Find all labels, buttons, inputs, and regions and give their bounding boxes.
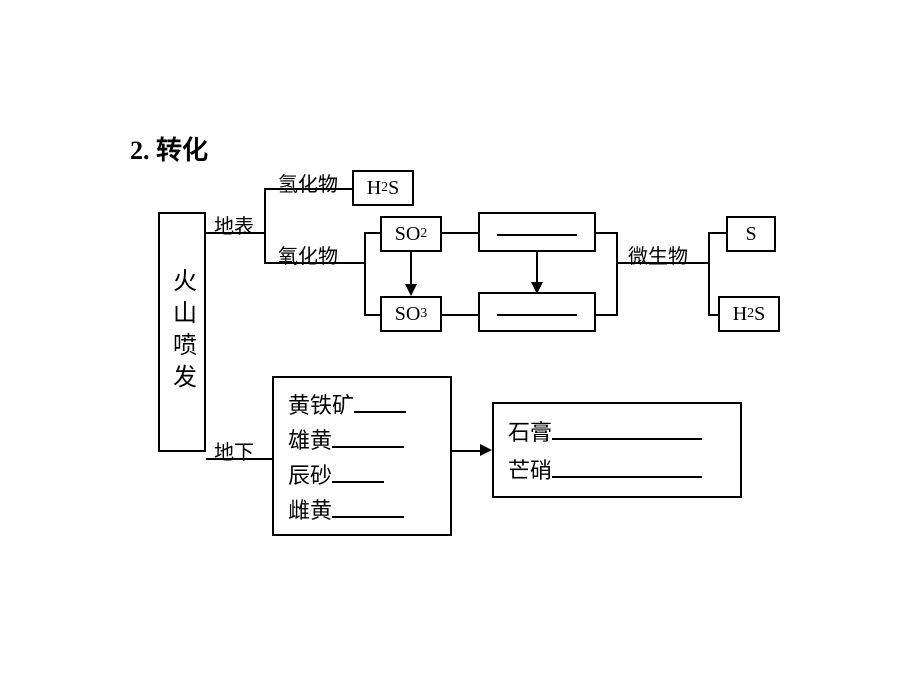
line <box>596 232 616 234</box>
branch-label-underground: 地下 <box>214 436 254 465</box>
arrow-right-icon <box>480 444 492 456</box>
line <box>206 458 272 460</box>
product-row: 芒硝 <box>508 453 726 485</box>
line <box>442 232 478 234</box>
line <box>708 232 726 234</box>
blank-line <box>497 314 577 316</box>
node-h2s-right: H2S <box>718 296 780 332</box>
branch-label-surface: 地表 <box>214 210 254 239</box>
node-h2s: H2S <box>352 170 414 206</box>
line <box>364 314 380 316</box>
line <box>264 188 352 190</box>
product-row: 石膏 <box>508 415 726 447</box>
mineral-row: 雄黄 <box>288 423 436 455</box>
line <box>264 188 266 264</box>
branch-label-microorganism: 微生物 <box>628 240 688 269</box>
mineral-row: 黄铁矿 <box>288 388 436 420</box>
node-blank-bottom <box>478 292 596 332</box>
node-s: S <box>726 216 776 252</box>
products-box: 石膏芒硝 <box>492 402 742 498</box>
minerals-box: 黄铁矿雄黄辰砂雌黄 <box>272 376 452 536</box>
root-node-volcano: 火山喷发 <box>158 212 206 452</box>
line <box>596 314 616 316</box>
line <box>364 232 380 234</box>
section-heading: 2. 转化 <box>130 130 208 167</box>
line <box>616 232 618 316</box>
arrow-stem <box>536 252 538 284</box>
mineral-row: 雌黄 <box>288 493 436 525</box>
arrow-stem <box>410 252 412 286</box>
node-so3: SO3 <box>380 296 442 332</box>
root-node-label: 火山喷发 <box>165 268 200 396</box>
line <box>708 314 718 316</box>
mineral-row: 辰砂 <box>288 458 436 490</box>
line <box>364 232 366 314</box>
heading-text: 转化 <box>156 136 208 165</box>
arrow-down-icon <box>405 284 417 296</box>
heading-number: 2. <box>130 136 150 165</box>
line <box>452 450 482 452</box>
node-blank-top <box>478 212 596 252</box>
line <box>442 314 478 316</box>
line <box>206 232 264 234</box>
line <box>616 262 708 264</box>
line <box>264 262 364 264</box>
branch-label-oxide: 氧化物 <box>278 240 338 269</box>
line <box>708 232 710 316</box>
blank-line <box>497 234 577 236</box>
branch-label-hydride: 氢化物 <box>278 168 338 197</box>
arrow-down-icon <box>531 282 543 294</box>
node-so2: SO2 <box>380 216 442 252</box>
